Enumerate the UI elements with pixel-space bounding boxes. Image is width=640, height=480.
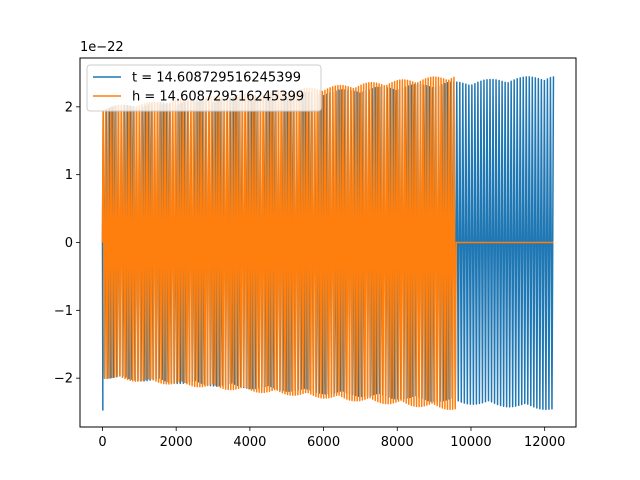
x-tick-label: 10000: [450, 435, 491, 450]
x-tick-label: 8000: [381, 435, 414, 450]
y-tick-label: 0: [65, 236, 73, 251]
series-layer: [101, 76, 555, 411]
x-tick-label: 6000: [307, 435, 340, 450]
x-tick-label: 0: [98, 435, 106, 450]
y-tick-label: 1: [65, 168, 73, 183]
y-offset-text: 1e−22: [80, 40, 124, 55]
legend-label-1: h = 14.608729516245399: [132, 90, 304, 105]
y-tick-label: 2: [65, 100, 73, 115]
legend-label-0: t = 14.608729516245399: [132, 71, 301, 86]
y-tick-label: −1: [54, 304, 73, 319]
x-tick-label: 4000: [233, 435, 266, 450]
x-tick-label: 12000: [524, 435, 565, 450]
y-tick-label: −2: [54, 372, 73, 387]
series-line-1: [101, 76, 554, 411]
x-tick-label: 2000: [160, 435, 193, 450]
y-axis: −2 −1 0 1 2: [54, 100, 80, 387]
x-axis: 0 2000 4000 6000 8000 10000 12000: [98, 427, 565, 450]
legend-box: [86, 64, 322, 112]
legend: t = 14.608729516245399 h = 14.60872951624…: [86, 64, 322, 112]
